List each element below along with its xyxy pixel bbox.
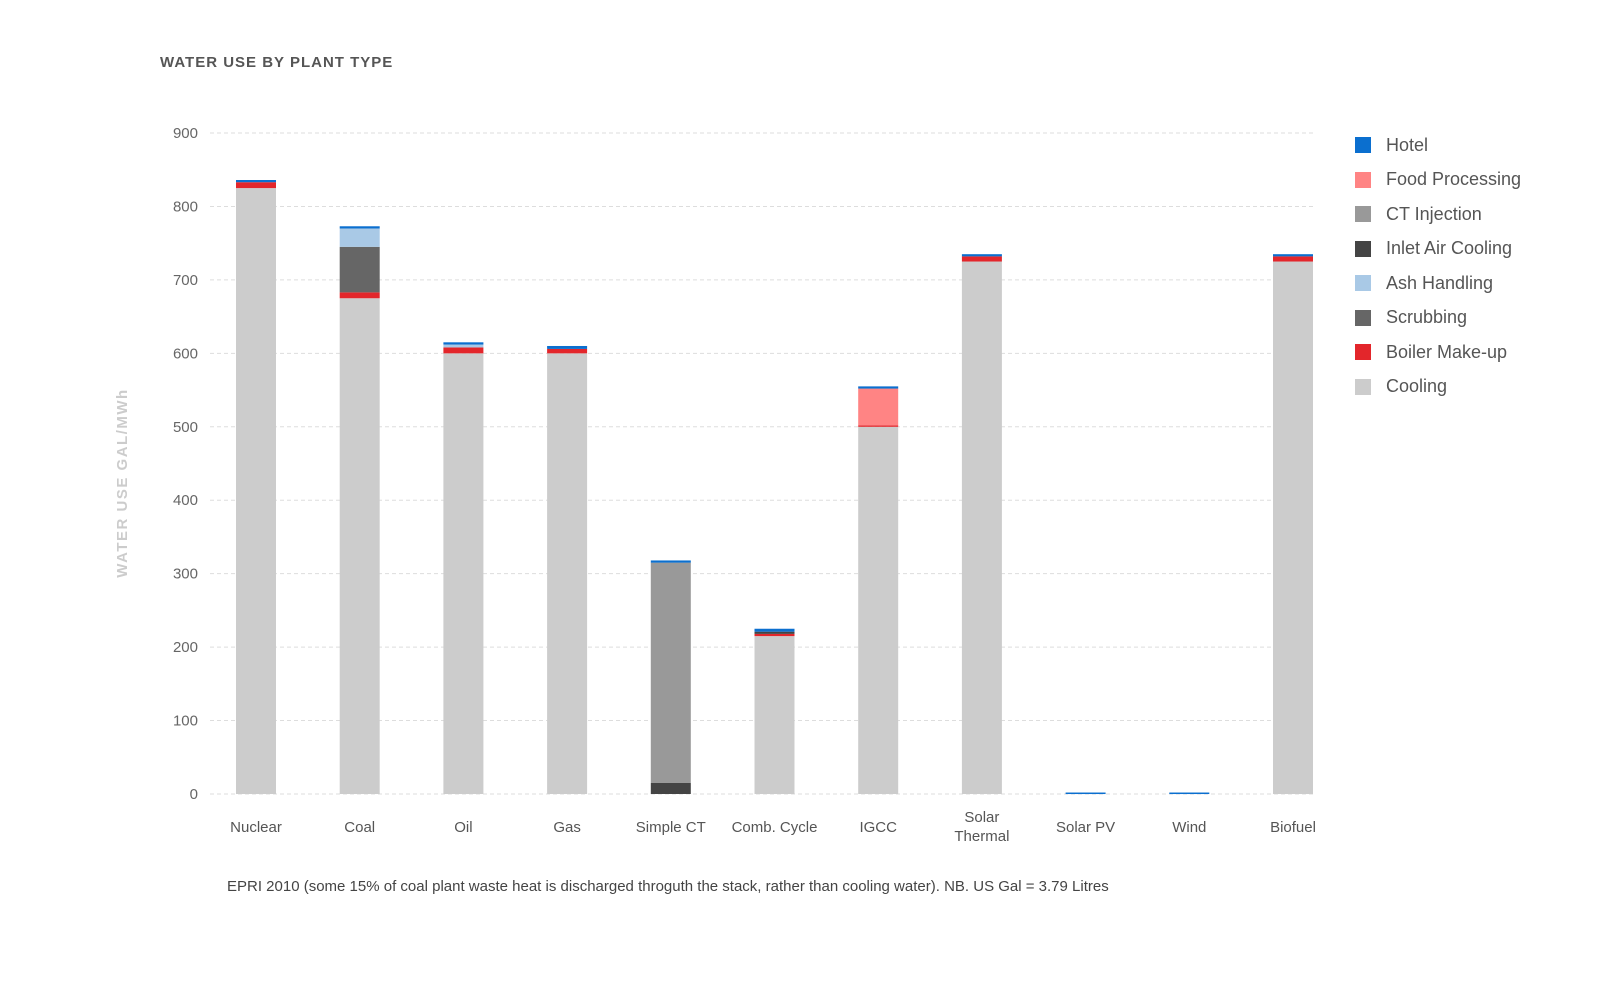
- bar-segment: [547, 348, 588, 354]
- bar-stack: [961, 254, 1002, 794]
- bar-segment: [754, 636, 795, 794]
- bar-stack: [650, 560, 691, 794]
- legend-label: Cooling: [1386, 376, 1448, 397]
- bar-segment: [754, 633, 795, 637]
- x-tick-label: Oil: [454, 819, 472, 836]
- y-tick-label: 200: [173, 639, 198, 656]
- gridlines: [210, 132, 1315, 795]
- legend-label: Ash Handling: [1386, 272, 1494, 293]
- bar-segment: [443, 344, 484, 348]
- legend-item: Hotel: [1355, 128, 1521, 163]
- y-axis-label: WATER USE GAL/MWh: [114, 388, 131, 577]
- legend-label: Scrubbing: [1386, 307, 1468, 328]
- legend-item: Scrubbing: [1355, 301, 1521, 336]
- bar-segment: [1273, 261, 1313, 794]
- bar-segment: [547, 345, 588, 349]
- bar-segment: [1065, 792, 1106, 795]
- x-tick-label: Coal: [344, 819, 375, 836]
- legend-swatch: [1355, 171, 1371, 188]
- legend-swatch: [1355, 378, 1371, 395]
- bar-segment: [443, 347, 484, 354]
- bar-segment: [339, 228, 380, 247]
- source-note: EPRI 2010 (some 15% of coal plant waste …: [227, 878, 1109, 895]
- y-tick-label: 800: [173, 198, 198, 215]
- x-tick-label: Gas: [553, 819, 581, 836]
- y-tick-label: 400: [173, 492, 198, 509]
- legend-label: Boiler Make-up: [1386, 341, 1508, 362]
- legend-swatch: [1355, 344, 1371, 361]
- y-tick-label: 300: [173, 566, 198, 583]
- legend-swatch: [1355, 275, 1371, 292]
- legend-item: CT Injection: [1355, 197, 1521, 232]
- legend-label: Inlet Air Cooling: [1386, 238, 1513, 259]
- bar-segment: [236, 180, 276, 183]
- x-tick-label: Solar PV: [1056, 819, 1115, 836]
- legend-item: Cooling: [1355, 370, 1521, 405]
- y-tick-label: 100: [173, 713, 198, 730]
- bar-stack: [858, 386, 899, 794]
- legend-label: Food Processing: [1386, 169, 1522, 190]
- bar-segment: [858, 425, 899, 427]
- legend-swatch: [1355, 309, 1371, 326]
- bar-segment: [858, 386, 899, 389]
- bar-segment: [236, 188, 276, 795]
- legend-item: Boiler Make-up: [1355, 335, 1521, 370]
- legend-item: Ash Handling: [1355, 266, 1521, 301]
- x-tick-label: Solar Thermal: [954, 809, 1009, 845]
- chart-title: WATER USE BY PLANT TYPE: [160, 54, 394, 71]
- bar-stack: [443, 342, 484, 794]
- bar-stack: [547, 345, 588, 794]
- bar-stack: [236, 180, 276, 795]
- bars: [236, 180, 1313, 795]
- legend-item: Inlet Air Cooling: [1355, 232, 1521, 267]
- bar-stack: [754, 628, 795, 794]
- bar-segment: [650, 782, 691, 794]
- x-tick-label: Biofuel: [1270, 819, 1316, 836]
- y-tick-label: 600: [173, 345, 198, 362]
- bar-segment: [1169, 792, 1210, 795]
- legend: Hotel Food Processing CT Injection Inlet Ai…: [1355, 128, 1521, 404]
- bar-stack: [1065, 792, 1106, 795]
- bar-segment: [650, 560, 691, 563]
- bar-segment: [961, 261, 1002, 794]
- bar-segment: [339, 292, 380, 299]
- legend-label: Hotel: [1386, 134, 1429, 155]
- legend-swatch: [1355, 206, 1371, 223]
- y-tick-label: 900: [173, 125, 198, 142]
- legend-item: Food Processing: [1355, 163, 1521, 198]
- y-tick-label: 700: [173, 272, 198, 289]
- x-tick-label: Nuclear: [230, 819, 282, 836]
- x-axis-labels: Nuclear Coal Oil Gas Simple CT Comb. Cycle IGC…: [230, 809, 1316, 845]
- bar-segment: [650, 562, 691, 783]
- bar-segment: [339, 298, 380, 794]
- x-tick-label: IGCC: [859, 819, 897, 836]
- bar-segment: [754, 631, 795, 634]
- bar-segment: [961, 256, 1002, 262]
- bar-segment: [1273, 256, 1313, 262]
- y-tick-label: 0: [190, 786, 198, 803]
- bar-segment: [443, 353, 484, 794]
- x-tick-label: Wind: [1172, 819, 1206, 836]
- bar-segment: [858, 388, 899, 426]
- bar-segment: [236, 182, 276, 189]
- bar-segment: [443, 342, 484, 345]
- legend-swatch: [1355, 137, 1371, 154]
- bar-segment: [1273, 254, 1313, 257]
- x-tick-label: Comb. Cycle: [732, 819, 818, 836]
- bar-stack: [1169, 792, 1210, 795]
- bar-stack: [1273, 254, 1313, 794]
- legend-swatch: [1355, 240, 1371, 257]
- legend-label: CT Injection: [1386, 203, 1482, 224]
- bar-segment: [547, 353, 588, 794]
- bar-segment: [339, 246, 380, 293]
- bar-segment: [858, 426, 899, 794]
- x-tick-label: Simple CT: [636, 819, 706, 836]
- y-axis-ticks: 0 100 200 300 400 500 600 700 800 900: [173, 125, 198, 803]
- bar-segment: [754, 628, 795, 632]
- y-tick-label: 500: [173, 419, 198, 436]
- bar-segment: [961, 254, 1002, 257]
- bar-segment: [339, 226, 380, 229]
- bar-stack: [339, 226, 380, 794]
